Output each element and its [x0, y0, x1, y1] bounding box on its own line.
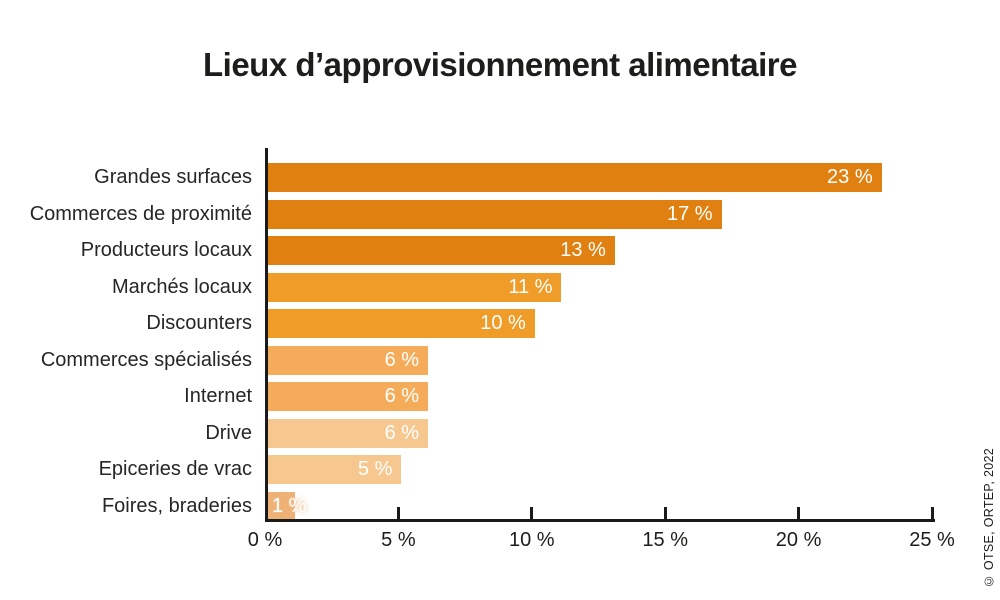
chart-row: Commerces de proximité 17 %	[0, 199, 1000, 229]
x-axis-tick-label: 20 %	[775, 529, 822, 551]
category-label: Foires, braderies	[101, 494, 252, 517]
value-label: 11 %	[508, 275, 553, 298]
x-axis-tick	[530, 507, 534, 519]
bar: 23 %	[268, 163, 882, 192]
bar: 6 %	[268, 345, 429, 375]
category-label: Commerces de proximité	[29, 202, 252, 225]
x-axis-tick-label: 25 %	[909, 529, 955, 551]
category-label: Drive	[205, 421, 252, 444]
bar: 6 %	[268, 382, 429, 411]
category-label: Marchés locaux	[111, 275, 252, 298]
x-axis-tick	[797, 507, 801, 519]
category-label: Internet	[184, 385, 252, 407]
bar: 10 %	[268, 309, 535, 338]
value-label: 1 %	[272, 494, 307, 517]
x-axis-line	[265, 519, 935, 522]
value-label: 5 %	[357, 458, 393, 480]
bar: 1 %	[268, 491, 306, 521]
value-label: 17 %	[666, 202, 713, 225]
category-label: Commerces spécialisés	[40, 348, 252, 371]
value-label: 23 %	[827, 166, 873, 188]
chart-row: Grandes surfaces 23 %	[0, 163, 1000, 192]
source-credit: © OTSE, ORTEP, 2022	[982, 447, 996, 588]
x-axis-tick	[930, 507, 934, 519]
chart-row: Internet 6 %	[0, 382, 1000, 411]
x-axis-tick-label: 10 %	[509, 529, 555, 551]
chart-row: Foires, braderies 1 %	[0, 491, 1000, 521]
category-label: Discounters	[146, 312, 252, 334]
value-label: 6 %	[384, 421, 420, 444]
x-axis-tick	[396, 507, 400, 519]
bar: 11 %	[268, 272, 562, 302]
chart-row: Drive 6 %	[0, 418, 1000, 448]
chart-row: Producteurs locaux 13 %	[0, 236, 1000, 265]
y-axis-line	[265, 148, 268, 522]
bar: 5 %	[268, 455, 402, 484]
value-label: 13 %	[560, 239, 606, 261]
category-label: Epiceries de vrac	[98, 458, 252, 480]
value-label: 6 %	[384, 348, 420, 371]
bar: 13 %	[268, 236, 615, 265]
bar-rows: Grandes surfaces 23 % Commerces de proximi…	[0, 163, 1000, 521]
bar: 17 %	[268, 199, 722, 229]
chart-row: Epiceries de vrac 5 %	[0, 455, 1000, 484]
chart-title: Lieux d’approvisionnement alimentaire	[203, 46, 797, 83]
x-axis-tick-label: 0 %	[247, 529, 283, 551]
chart-row: Marchés locaux 11 %	[0, 272, 1000, 302]
value-label: 10 %	[480, 312, 526, 334]
x-axis-tick-label: 5 %	[381, 529, 416, 551]
bar: 6 %	[268, 418, 429, 448]
category-label: Grandes surfaces	[94, 166, 252, 188]
chart-row: Commerces spécialisés 6 %	[0, 345, 1000, 375]
x-axis-tick	[663, 507, 667, 519]
x-axis-tick-label: 15 %	[642, 529, 688, 551]
category-label: Producteurs locaux	[80, 239, 252, 261]
chart-row: Discounters 10 %	[0, 309, 1000, 338]
value-label: 6 %	[384, 385, 420, 407]
